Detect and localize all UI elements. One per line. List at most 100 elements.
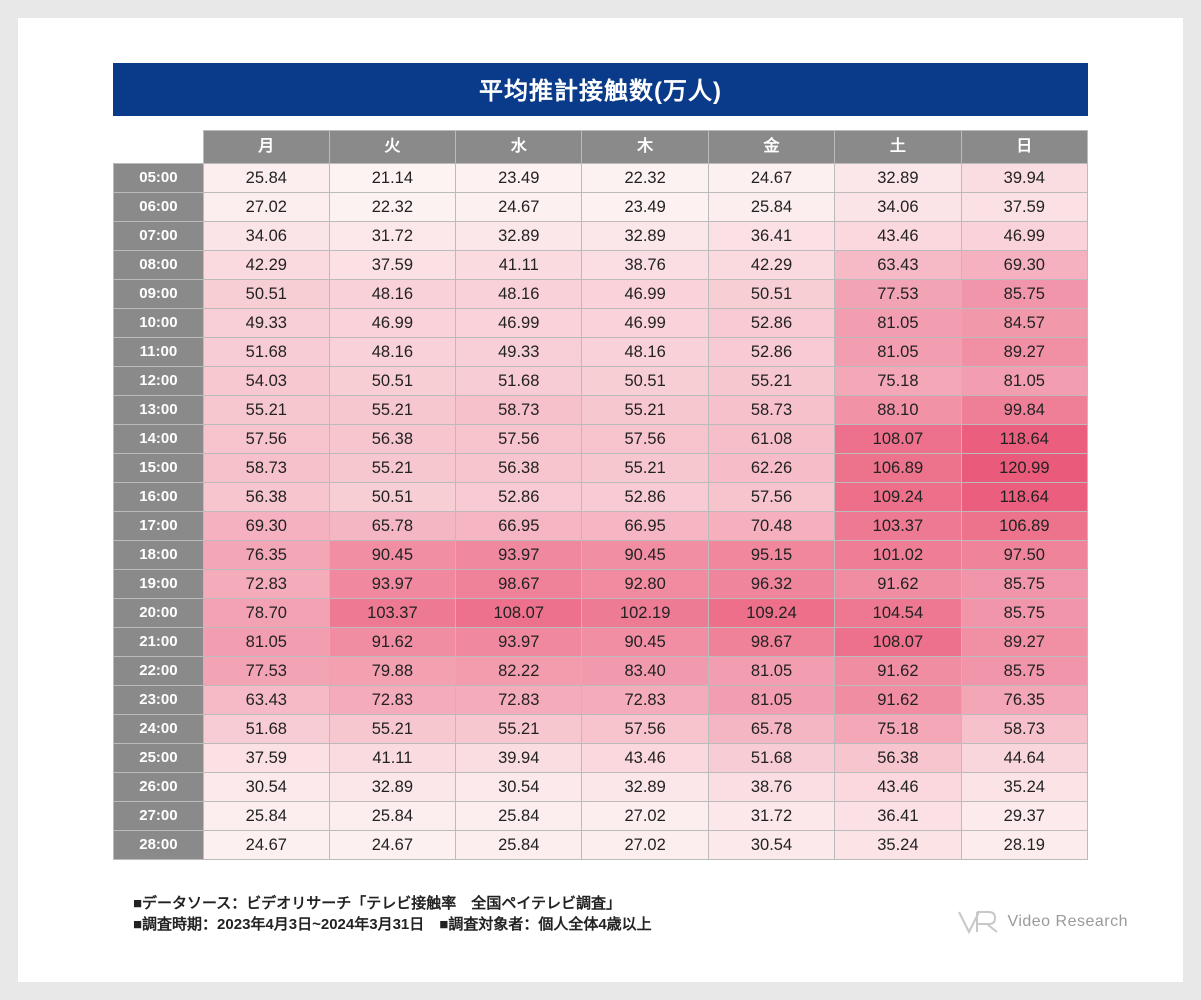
data-cell: 85.75	[961, 570, 1087, 599]
row-header: 16:00	[114, 483, 204, 512]
table-row: 11:0051.6848.1649.3348.1652.8681.0589.27	[114, 338, 1088, 367]
data-cell: 22.32	[329, 193, 455, 222]
content-card: 平均推計接触数(万人) 月火水木金土日 05:0025.8421.1423.49…	[18, 18, 1183, 982]
data-cell: 78.70	[203, 599, 329, 628]
data-cell: 34.06	[835, 193, 961, 222]
data-cell: 44.64	[961, 744, 1087, 773]
table-row: 06:0027.0222.3224.6723.4925.8434.0637.59	[114, 193, 1088, 222]
data-cell: 56.38	[329, 425, 455, 454]
column-header: 水	[456, 131, 582, 164]
row-header: 15:00	[114, 454, 204, 483]
table-row: 23:0063.4372.8372.8372.8381.0591.6276.35	[114, 686, 1088, 715]
data-cell: 66.95	[582, 512, 708, 541]
data-cell: 106.89	[961, 512, 1087, 541]
row-header: 23:00	[114, 686, 204, 715]
data-cell: 57.56	[582, 425, 708, 454]
data-cell: 49.33	[456, 338, 582, 367]
table-row: 18:0076.3590.4593.9790.4595.15101.0297.5…	[114, 541, 1088, 570]
data-cell: 85.75	[961, 657, 1087, 686]
data-cell: 98.67	[456, 570, 582, 599]
row-header: 24:00	[114, 715, 204, 744]
table-row: 24:0051.6855.2155.2157.5665.7875.1858.73	[114, 715, 1088, 744]
column-header: 日	[961, 131, 1087, 164]
table-row: 27:0025.8425.8425.8427.0231.7236.4129.37	[114, 802, 1088, 831]
data-cell: 77.53	[203, 657, 329, 686]
data-cell: 95.15	[708, 541, 834, 570]
data-cell: 25.84	[203, 802, 329, 831]
data-cell: 35.24	[961, 773, 1087, 802]
data-cell: 32.89	[456, 222, 582, 251]
table-row: 05:0025.8421.1423.4922.3224.6732.8939.94	[114, 164, 1088, 193]
data-cell: 28.19	[961, 831, 1087, 860]
data-cell: 76.35	[203, 541, 329, 570]
data-cell: 104.54	[835, 599, 961, 628]
data-cell: 91.62	[835, 570, 961, 599]
data-cell: 22.32	[582, 164, 708, 193]
table-row: 19:0072.8393.9798.6792.8096.3291.6285.75	[114, 570, 1088, 599]
data-cell: 58.73	[203, 454, 329, 483]
data-cell: 108.07	[456, 599, 582, 628]
data-cell: 32.89	[582, 222, 708, 251]
data-cell: 57.56	[203, 425, 329, 454]
data-cell: 27.02	[582, 802, 708, 831]
data-cell: 25.84	[708, 193, 834, 222]
data-cell: 101.02	[835, 541, 961, 570]
data-cell: 99.84	[961, 396, 1087, 425]
data-cell: 58.73	[961, 715, 1087, 744]
data-cell: 38.76	[582, 251, 708, 280]
table-row: 08:0042.2937.5941.1138.7642.2963.4369.30	[114, 251, 1088, 280]
data-cell: 103.37	[835, 512, 961, 541]
data-cell: 52.86	[456, 483, 582, 512]
data-cell: 93.97	[329, 570, 455, 599]
data-cell: 55.21	[329, 396, 455, 425]
column-header: 土	[835, 131, 961, 164]
data-cell: 55.21	[203, 396, 329, 425]
row-header: 05:00	[114, 164, 204, 193]
data-cell: 24.67	[456, 193, 582, 222]
row-header: 28:00	[114, 831, 204, 860]
data-cell: 88.10	[835, 396, 961, 425]
row-header: 20:00	[114, 599, 204, 628]
data-cell: 75.18	[835, 367, 961, 396]
row-header: 10:00	[114, 309, 204, 338]
data-cell: 32.89	[582, 773, 708, 802]
data-cell: 36.41	[835, 802, 961, 831]
data-cell: 75.18	[835, 715, 961, 744]
data-cell: 46.99	[582, 309, 708, 338]
data-cell: 93.97	[456, 628, 582, 657]
data-cell: 41.11	[456, 251, 582, 280]
data-cell: 93.97	[456, 541, 582, 570]
data-cell: 50.51	[203, 280, 329, 309]
data-cell: 85.75	[961, 280, 1087, 309]
data-cell: 52.86	[582, 483, 708, 512]
data-cell: 36.41	[708, 222, 834, 251]
table-row: 09:0050.5148.1648.1646.9950.5177.5385.75	[114, 280, 1088, 309]
data-cell: 50.51	[329, 367, 455, 396]
footer-notes: ■データソース：ビデオリサーチ「テレビ接触率 全国ペイテレビ調査」 ■調査時期：…	[133, 893, 652, 937]
data-cell: 24.67	[708, 164, 834, 193]
data-cell: 25.84	[329, 802, 455, 831]
data-cell: 35.24	[835, 831, 961, 860]
table-row: 28:0024.6724.6725.8427.0230.5435.2428.19	[114, 831, 1088, 860]
data-cell: 25.84	[203, 164, 329, 193]
data-cell: 57.56	[708, 483, 834, 512]
data-cell: 55.21	[329, 715, 455, 744]
data-cell: 118.64	[961, 425, 1087, 454]
data-cell: 90.45	[582, 541, 708, 570]
data-cell: 89.27	[961, 338, 1087, 367]
data-cell: 108.07	[835, 628, 961, 657]
data-cell: 72.83	[329, 686, 455, 715]
row-header: 08:00	[114, 251, 204, 280]
footer-line-1: ■データソース：ビデオリサーチ「テレビ接触率 全国ペイテレビ調査」	[133, 893, 652, 915]
data-cell: 23.49	[456, 164, 582, 193]
data-cell: 103.37	[329, 599, 455, 628]
data-cell: 50.51	[708, 280, 834, 309]
data-cell: 37.59	[329, 251, 455, 280]
data-cell: 48.16	[329, 280, 455, 309]
column-header: 木	[582, 131, 708, 164]
data-cell: 50.51	[329, 483, 455, 512]
data-cell: 69.30	[961, 251, 1087, 280]
data-cell: 90.45	[582, 628, 708, 657]
data-cell: 27.02	[582, 831, 708, 860]
row-header: 17:00	[114, 512, 204, 541]
